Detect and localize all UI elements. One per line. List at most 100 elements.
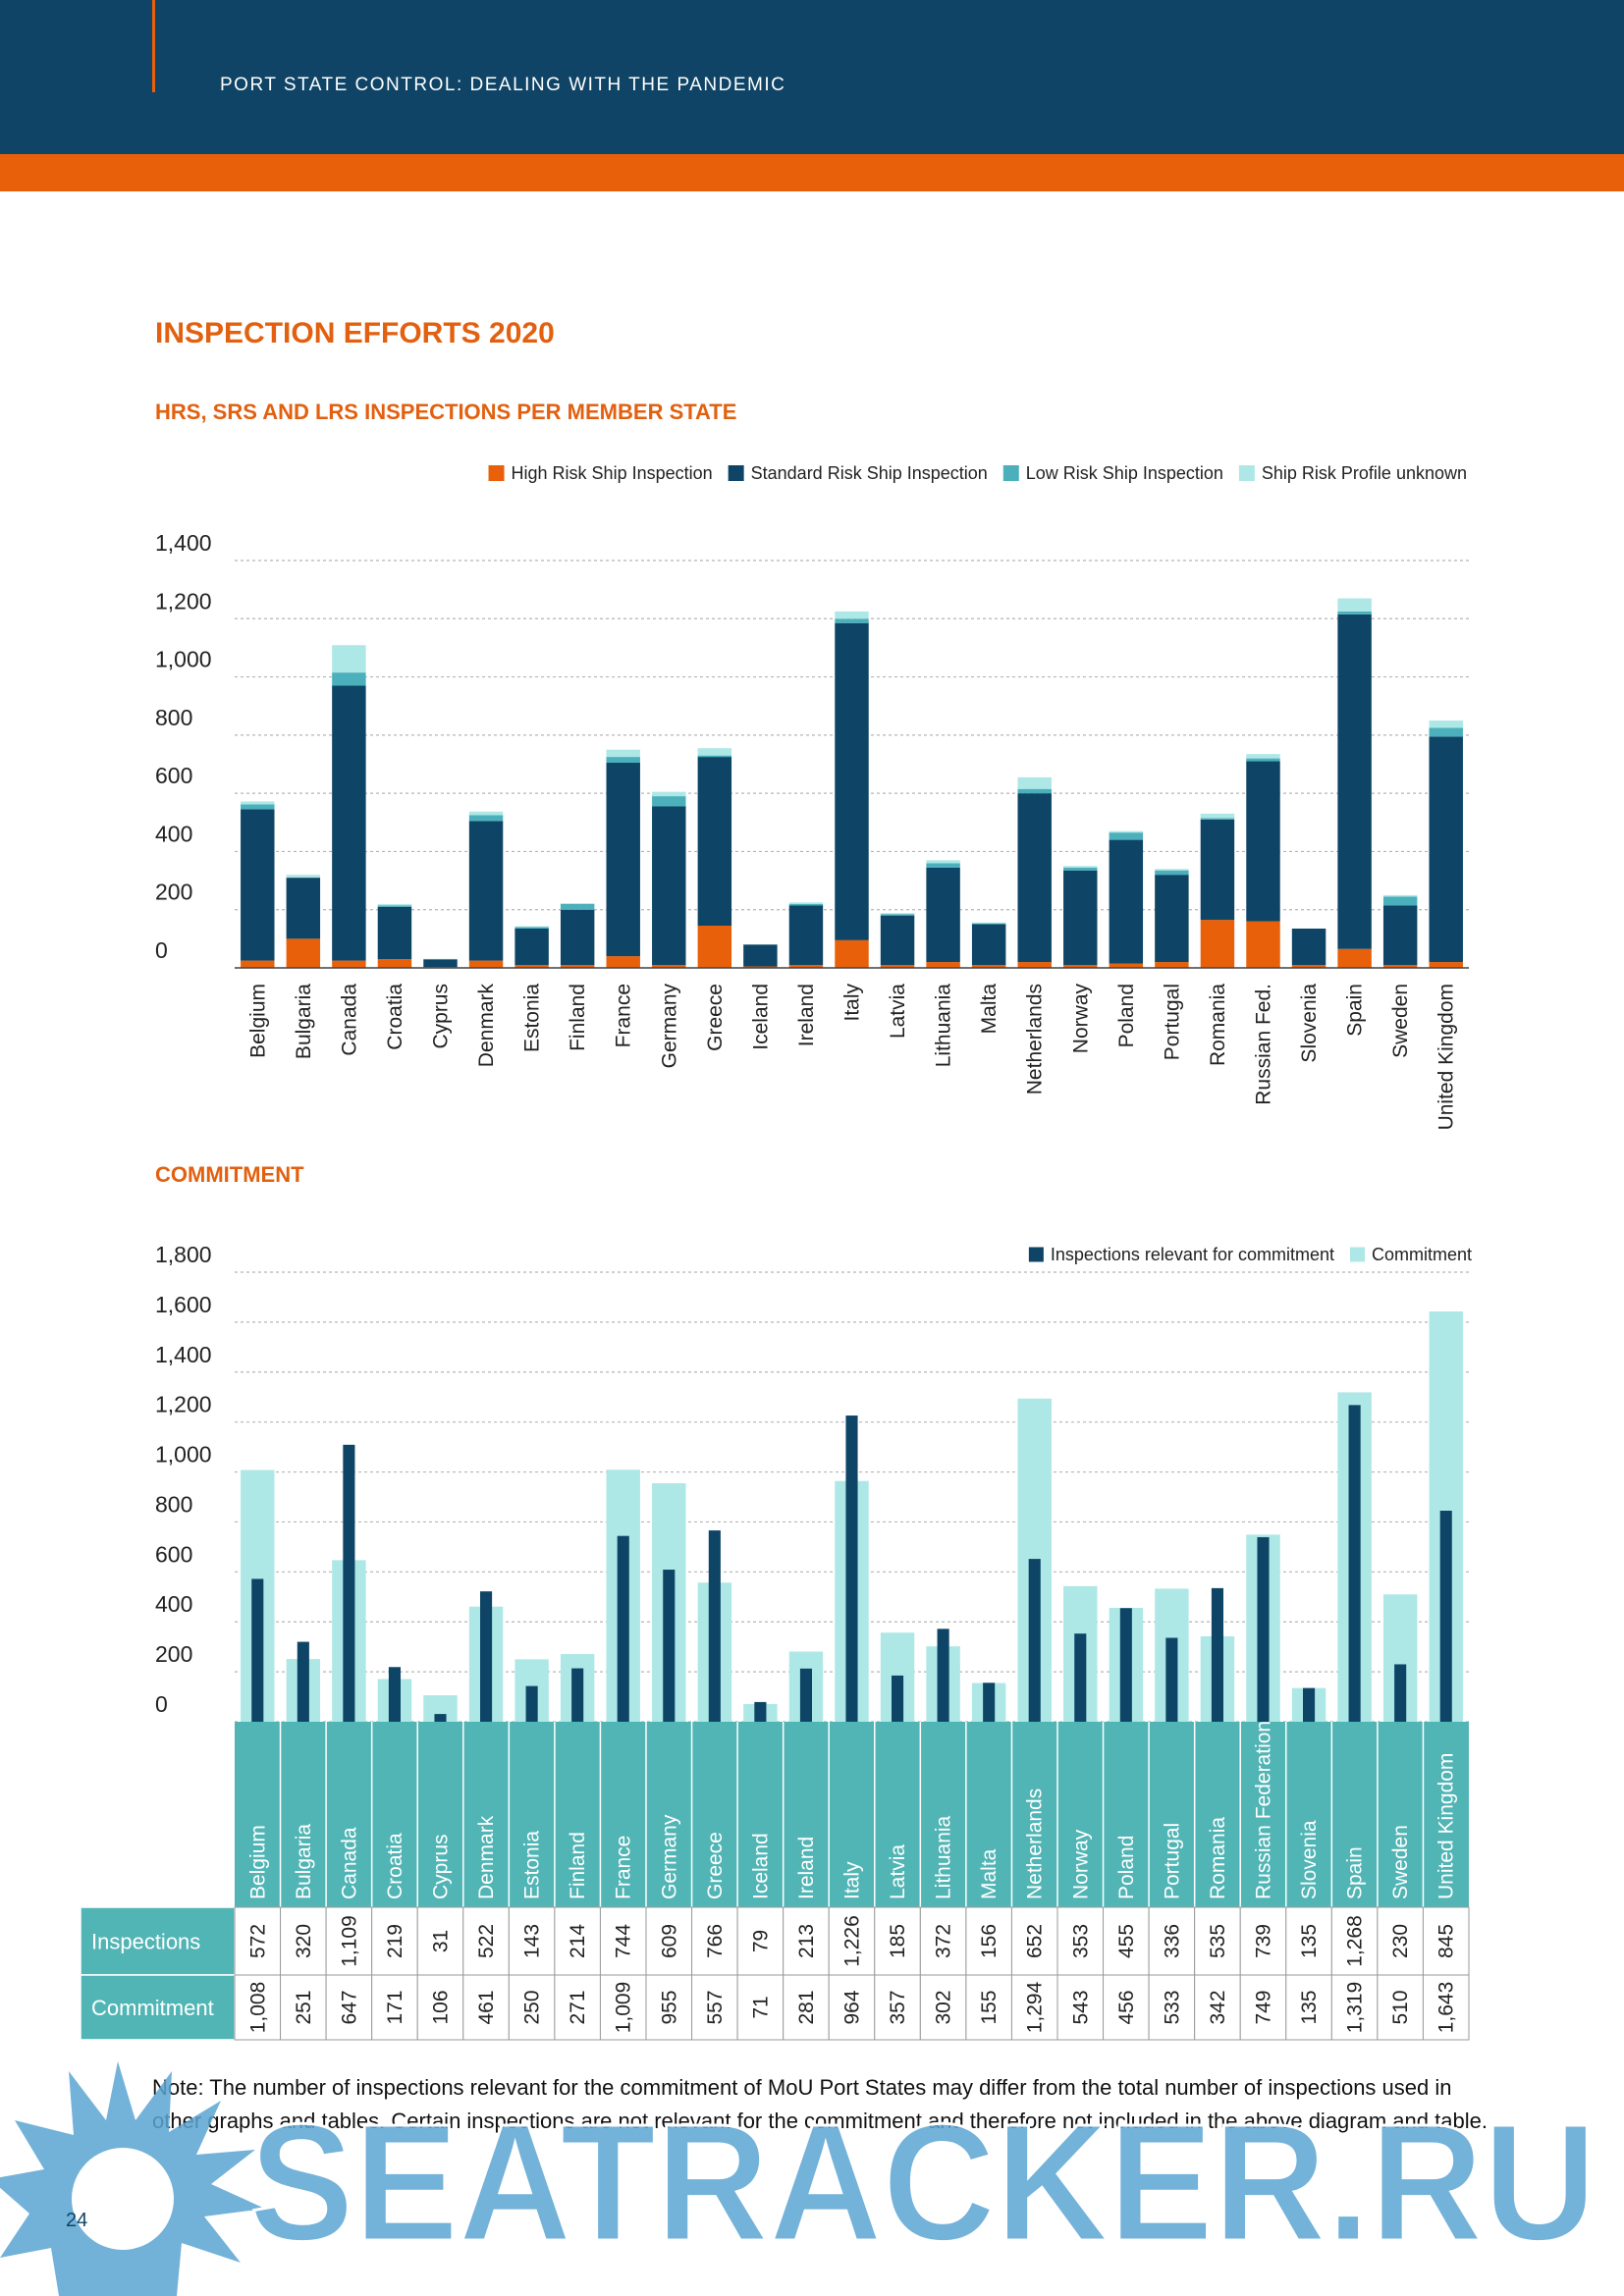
bar-segment (926, 860, 960, 864)
bar (251, 1578, 264, 1722)
table-cell (783, 1906, 830, 1976)
bar-segment (652, 965, 686, 968)
bar-segment (652, 806, 686, 966)
bar (617, 1535, 629, 1722)
bar-segment (286, 875, 321, 879)
y-tick-label: 800 (155, 1491, 192, 1517)
x-tick-label: Germany (658, 984, 680, 1069)
bar (1303, 1687, 1316, 1722)
bar (754, 1701, 767, 1722)
cell-value: 572 (246, 1924, 269, 1958)
bar-segment (1200, 920, 1235, 968)
bar-segment (697, 757, 732, 927)
bar-segment (880, 915, 915, 966)
column-label: Greece (704, 1832, 727, 1899)
bar-segment (835, 618, 869, 623)
watermark-sun (0, 2061, 265, 2296)
bar-segment (697, 755, 732, 758)
x-tick-label: Slovenia (1298, 984, 1321, 1063)
table-cell (1422, 1906, 1470, 1976)
bar-segment (1337, 611, 1372, 614)
bar-segment (1017, 793, 1052, 963)
cell-value: 31 (430, 1930, 453, 1952)
x-tick-label: Portugal (1161, 984, 1183, 1060)
table-cell (1010, 1906, 1058, 1976)
chart-title: COMMITMENT (155, 1162, 304, 1187)
bar-segment (926, 962, 960, 968)
table-cell (599, 1974, 647, 2041)
legend-label: Inspections relevant for commitment (1051, 1245, 1334, 1264)
cell-value: 652 (1024, 1924, 1047, 1958)
cell-value: 320 (293, 1924, 315, 1958)
bar-segment (1337, 598, 1372, 612)
column-label: Belgium (246, 1825, 269, 1899)
column-label: Portugal (1161, 1823, 1183, 1899)
column-label: Norway (1069, 1829, 1092, 1899)
cell-value: 302 (933, 1990, 955, 2024)
bar-segment (652, 796, 686, 807)
bar-segment (1246, 758, 1280, 762)
bar-segment (1200, 818, 1235, 820)
bar-segment (560, 903, 595, 904)
column-label: Malta (978, 1848, 1001, 1899)
bar (297, 1641, 309, 1722)
column-label: Bulgaria (293, 1824, 315, 1899)
column-label: Germany (658, 1814, 680, 1899)
cell-value: 336 (1161, 1924, 1183, 1958)
x-tick-label: Lithuania (933, 984, 955, 1068)
cell-value: 171 (384, 1990, 406, 2024)
bar-segment (377, 904, 412, 906)
table-cell (234, 1906, 282, 1976)
table-cell (416, 1906, 464, 1976)
bar (571, 1668, 584, 1722)
table-cell (1285, 1974, 1332, 2041)
note: Note: The number of inspections relevant… (152, 2075, 1488, 2133)
table-cell (1194, 1974, 1241, 2041)
table-cell (1010, 1974, 1058, 2041)
bar-segment (880, 914, 915, 916)
row-header (80, 1974, 236, 2041)
bar-segment (1382, 965, 1418, 968)
y-tick-label: 200 (155, 1641, 192, 1667)
cell-value: 557 (704, 1990, 727, 2024)
column-label: Italy (841, 1861, 864, 1899)
table-cell (280, 1906, 327, 1976)
x-tick-label: Sweden (1389, 984, 1412, 1058)
bar-segment (514, 965, 549, 968)
bar-segment (468, 815, 504, 822)
bar-segment (286, 938, 321, 968)
table-cell (783, 1974, 830, 2041)
y-tick-label: 0 (155, 937, 168, 963)
legend-swatch (1349, 1247, 1365, 1262)
bar-segment (1246, 754, 1280, 759)
bar-segment (1063, 965, 1098, 968)
bar (663, 1570, 676, 1722)
column-label: Netherlands (1024, 1789, 1047, 1899)
bar-segment (926, 863, 960, 868)
x-tick-label: Denmark (475, 984, 498, 1068)
cell-value: 1,319 (1344, 1982, 1367, 2034)
bar-segment (1017, 788, 1052, 794)
column-label: Canada (338, 1827, 360, 1899)
bar-segment (1063, 870, 1098, 966)
bar (1028, 1559, 1041, 1722)
bar-segment (1017, 776, 1052, 789)
watermark: SEATRACKER.RU (249, 2090, 1597, 2276)
bar-segment (971, 924, 1006, 966)
cell-value: 461 (475, 1990, 498, 2024)
bar (799, 1668, 812, 1722)
y-tick-label: 600 (155, 763, 192, 788)
cell-value: 79 (749, 1930, 772, 1952)
table-cell (1148, 1974, 1196, 2041)
table-cell (554, 1906, 601, 1976)
bar (1439, 1510, 1452, 1722)
bar-segment (241, 804, 275, 810)
cell-value: 372 (933, 1924, 955, 1958)
column-label: France (613, 1836, 635, 1899)
x-tick-label: Poland (1115, 984, 1138, 1047)
bar (1074, 1633, 1087, 1722)
bar-segment (514, 927, 549, 929)
bar-segment (377, 905, 412, 907)
cell-value: 744 (613, 1924, 635, 1958)
cell-value: 357 (887, 1990, 909, 2024)
